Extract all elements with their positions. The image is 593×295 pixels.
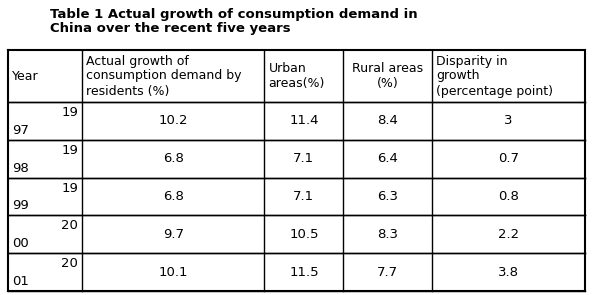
Text: 7.1: 7.1 (294, 152, 314, 165)
Text: 11.4: 11.4 (289, 114, 318, 127)
Text: 10.5: 10.5 (289, 228, 318, 241)
Text: 6.4: 6.4 (377, 152, 398, 165)
Text: 10.2: 10.2 (158, 114, 188, 127)
Text: Urban
areas(%): Urban areas(%) (269, 62, 325, 90)
Text: 3.8: 3.8 (498, 266, 519, 278)
Text: Disparity in
growth
(percentage point): Disparity in growth (percentage point) (436, 55, 553, 98)
Text: 9.7: 9.7 (162, 228, 184, 241)
Text: 2.2: 2.2 (498, 228, 519, 241)
Text: 99: 99 (12, 199, 28, 212)
Text: Rural areas
(%): Rural areas (%) (352, 62, 423, 90)
Text: 6.8: 6.8 (162, 190, 184, 203)
Text: 0.7: 0.7 (498, 152, 519, 165)
Text: 7.1: 7.1 (294, 190, 314, 203)
Text: 97: 97 (12, 124, 29, 137)
Text: 3: 3 (504, 114, 513, 127)
Text: 6.3: 6.3 (377, 190, 398, 203)
Text: 6.8: 6.8 (162, 152, 184, 165)
Text: 01: 01 (12, 275, 29, 288)
Text: 7.7: 7.7 (377, 266, 398, 278)
Text: 98: 98 (12, 162, 28, 175)
Text: 00: 00 (12, 237, 28, 250)
Text: 20: 20 (61, 257, 78, 270)
Text: Actual growth of
consumption demand by
residents (%): Actual growth of consumption demand by r… (86, 55, 241, 98)
Text: 19: 19 (61, 182, 78, 195)
Text: 11.5: 11.5 (289, 266, 318, 278)
Text: 8.3: 8.3 (377, 228, 398, 241)
Text: Table 1 Actual growth of consumption demand in: Table 1 Actual growth of consumption dem… (50, 8, 417, 21)
Text: 19: 19 (61, 106, 78, 119)
Text: 19: 19 (61, 144, 78, 157)
Text: Year: Year (12, 70, 39, 83)
Text: 0.8: 0.8 (498, 190, 519, 203)
Text: China over the recent five years: China over the recent five years (50, 22, 291, 35)
Text: 20: 20 (61, 219, 78, 232)
Text: 10.1: 10.1 (158, 266, 188, 278)
Text: 8.4: 8.4 (377, 114, 398, 127)
